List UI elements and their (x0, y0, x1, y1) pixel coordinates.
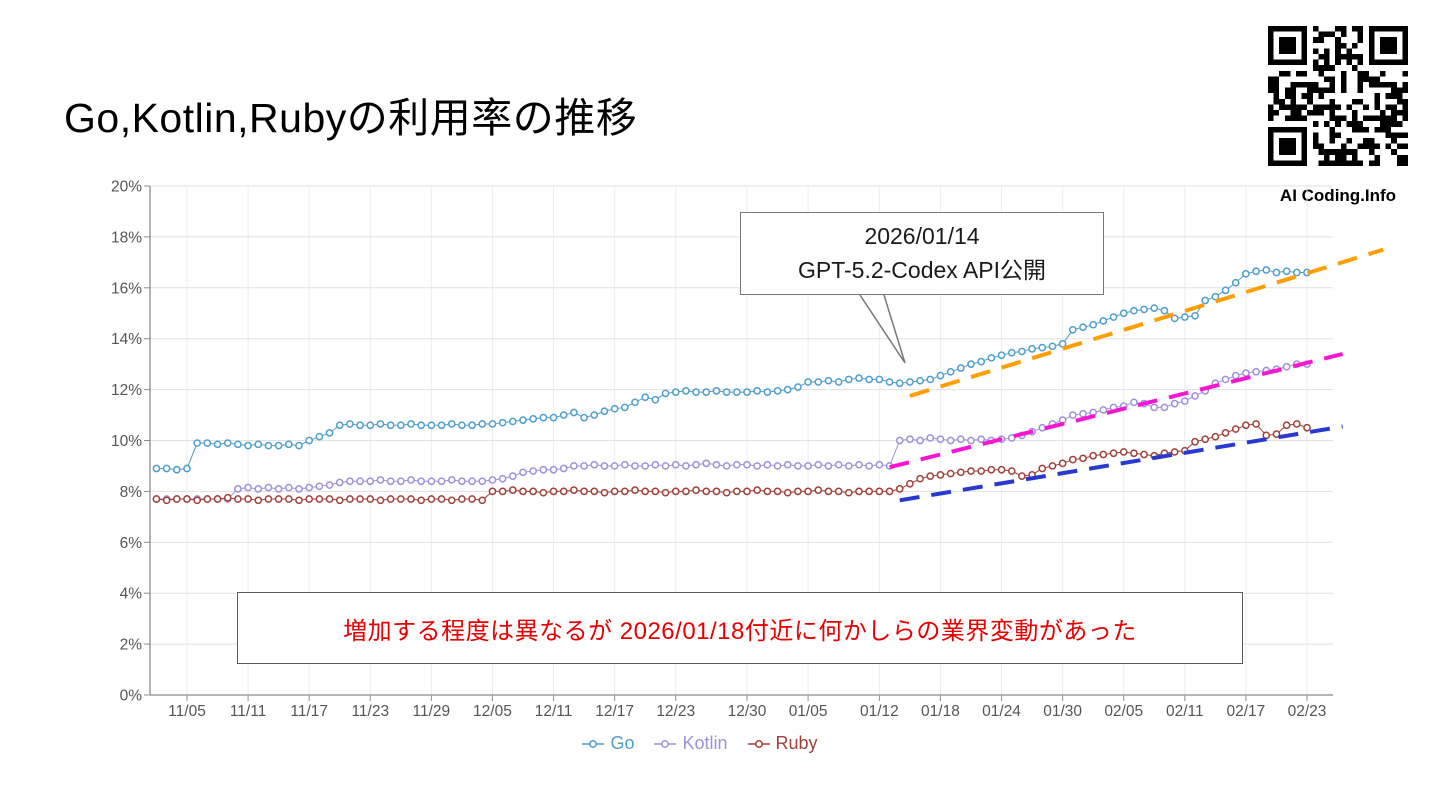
svg-text:02/05: 02/05 (1104, 703, 1143, 720)
svg-text:01/24: 01/24 (982, 703, 1021, 720)
svg-text:11/05: 11/05 (168, 703, 206, 720)
svg-text:20%: 20% (111, 179, 142, 196)
legend-label: Go (610, 733, 635, 753)
svg-text:01/30: 01/30 (1043, 703, 1082, 720)
legend-marker-icon (747, 739, 770, 748)
svg-text:2%: 2% (120, 637, 143, 654)
x-tick-labels: 11/05 11/11 11/17 11/23 11/29 12/05 12/11 12/17… (168, 703, 1326, 720)
callout-event: GPT-5.2-Codex API公開 (798, 256, 1046, 283)
qr-code (1268, 26, 1408, 166)
legend-label: Ruby (775, 733, 818, 753)
y-tick-labels: 0% 2% 4% 6% 8% 10% 12% 14% 16% 18% 20% (111, 179, 142, 705)
svg-text:11/29: 11/29 (413, 703, 451, 720)
svg-text:02/11: 02/11 (1166, 703, 1204, 720)
svg-text:02/17: 02/17 (1227, 703, 1266, 720)
svg-text:12%: 12% (111, 382, 142, 399)
svg-text:12/30: 12/30 (728, 703, 767, 720)
go-trend-line (909, 247, 1384, 398)
legend-item-go: Go (582, 733, 634, 754)
svg-text:11/23: 11/23 (351, 703, 389, 720)
svg-text:10%: 10% (111, 433, 142, 450)
svg-text:12/05: 12/05 (473, 703, 512, 720)
svg-text:0%: 0% (120, 688, 143, 705)
series-go (152, 266, 1311, 474)
svg-text:12/17: 12/17 (595, 703, 634, 720)
svg-text:14%: 14% (111, 331, 142, 348)
svg-text:6%: 6% (120, 535, 143, 552)
svg-text:01/12: 01/12 (860, 703, 899, 720)
series-ruby (152, 420, 1311, 505)
svg-text:8%: 8% (120, 484, 143, 501)
qr-caption: AI Coding.Info (1279, 186, 1397, 205)
page-title: Go,Kotlin,Rubyの利用率の推移 (64, 95, 638, 141)
svg-text:01/18: 01/18 (921, 703, 960, 720)
legend-marker-icon (654, 739, 677, 748)
axes (144, 185, 1333, 701)
chart-legend: Go Kotlin Ruby (0, 733, 1400, 754)
svg-text:02/23: 02/23 (1288, 703, 1327, 720)
legend-item-ruby: Ruby (747, 733, 818, 754)
kotlin-trend-line (889, 352, 1344, 470)
svg-text:16%: 16% (111, 280, 142, 297)
svg-text:12/11: 12/11 (535, 703, 573, 720)
svg-text:4%: 4% (120, 586, 143, 603)
svg-text:12/23: 12/23 (656, 703, 695, 720)
svg-text:11/17: 11/17 (290, 703, 328, 720)
legend-marker-icon (582, 739, 605, 748)
ruby-trend-line (899, 424, 1343, 503)
annotation-banner-text: 増加する程度は異なるが 2026/01/18付近に何かしらの業界変動があった (343, 617, 1137, 645)
legend-label: Kotlin (682, 733, 728, 753)
svg-text:01/05: 01/05 (789, 703, 828, 720)
callout-date: 2026/01/14 (864, 223, 980, 250)
svg-text:18%: 18% (111, 229, 142, 246)
callout-gpt-codex-release: 2026/01/14 GPT-5.2-Codex API公開 (740, 212, 1104, 295)
svg-text:11/11: 11/11 (230, 703, 267, 720)
callout-pointer-icon (859, 294, 906, 364)
annotation-banner: 増加する程度は異なるが 2026/01/18付近に何かしらの業界変動があった (237, 592, 1243, 664)
legend-item-kotlin: Kotlin (654, 733, 728, 754)
